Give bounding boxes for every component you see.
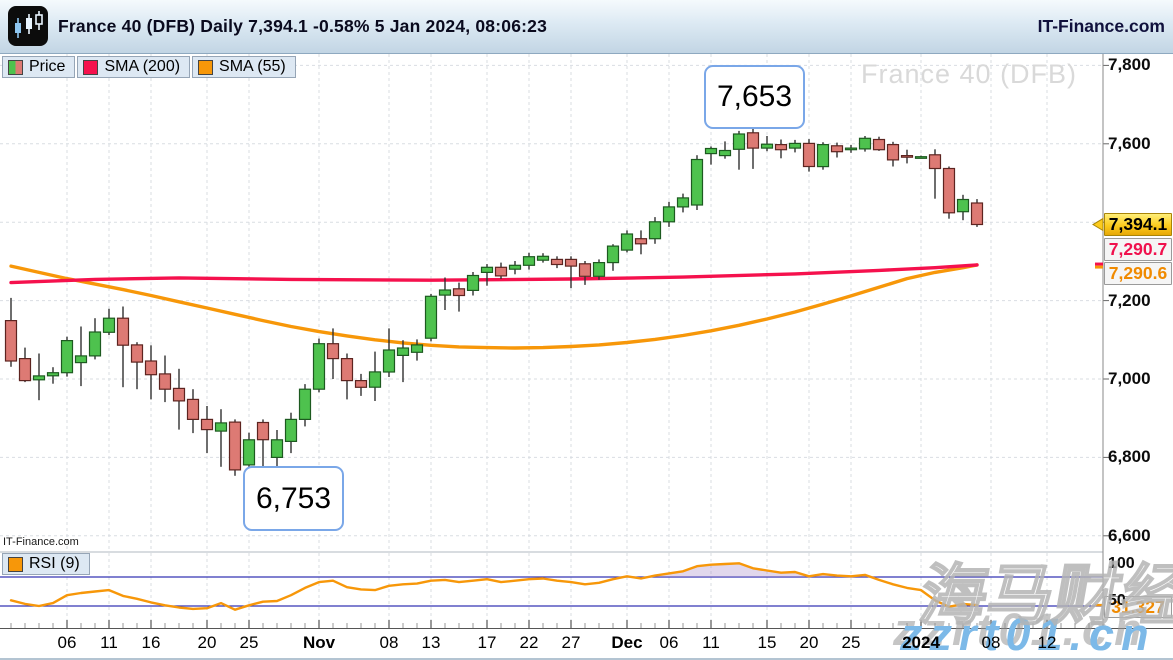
sma200-value-badge: 7,290.7: [1104, 238, 1172, 261]
legend-sma55-label: SMA (55): [219, 58, 286, 75]
legend-price-label: Price: [29, 58, 66, 75]
x-axis-label: 06: [57, 633, 77, 652]
x-axis-label: 22: [519, 633, 539, 652]
x-axis-label: 27: [561, 633, 581, 652]
legend-chip-sma200[interactable]: SMA (200): [77, 56, 191, 78]
brand-link[interactable]: IT-Finance.com: [1037, 16, 1165, 36]
x-axis-label: 17: [477, 633, 497, 652]
last-price-badge: 7,394.1: [1104, 213, 1172, 236]
x-axis-label: Dec: [611, 633, 643, 652]
sma200-series-icon: [83, 59, 99, 75]
price-axis-label: 7,600: [1108, 134, 1151, 153]
legend-sma200-label: SMA (200): [104, 58, 181, 75]
x-axis-label: 25: [239, 633, 259, 652]
price-axis-label: 7,000: [1108, 369, 1151, 388]
candlestick-logo-icon[interactable]: [8, 6, 48, 46]
price-axis-label: 7,800: [1108, 55, 1151, 74]
x-axis-label: Nov: [302, 633, 336, 652]
sma55-series-icon: [198, 59, 214, 75]
x-axis-label: 12: [1037, 633, 1057, 652]
rsi-axis-label: 50: [1108, 592, 1126, 609]
x-axis-label: 16: [141, 633, 161, 652]
legend-chip-sma55[interactable]: SMA (55): [192, 56, 296, 78]
sma55-value-badge: 7,290.6: [1104, 262, 1172, 285]
main-legend: Price SMA (200) SMA (55): [2, 56, 296, 78]
x-axis-label: 11: [100, 633, 118, 652]
x-axis-label: 08: [981, 633, 1001, 652]
x-axis-label: 06: [659, 633, 679, 652]
rsi-legend: RSI (9): [2, 553, 90, 575]
x-axis-label: 11: [702, 633, 720, 652]
x-axis-label: 20: [799, 633, 819, 652]
legend-chip-price[interactable]: Price: [2, 56, 76, 78]
price-axis-label: 6,800: [1108, 447, 1151, 466]
price-axis-label: 6,600: [1108, 526, 1151, 545]
x-axis-label: 20: [197, 633, 217, 652]
x-axis-label: 15: [757, 633, 777, 652]
rsi-series-icon: [8, 556, 23, 572]
chart-watermark: France 40 (DFB): [861, 59, 1078, 89]
top-bar: France 40 (DFB) Daily 7,394.1 -0.58% 5 J…: [0, 0, 1173, 54]
price-axis-label: 7,200: [1108, 291, 1151, 310]
rsi-axis-label: 100: [1108, 555, 1135, 572]
annotation-low: 6,753: [243, 466, 344, 531]
legend-rsi-label: RSI (9): [29, 555, 80, 572]
cn-watermark: 海马财经: [914, 557, 1173, 633]
chart-title: France 40 (DFB) Daily 7,394.1 -0.58% 5 J…: [58, 16, 548, 36]
annotation-high: 7,653: [704, 65, 805, 129]
x-axis-label: 13: [421, 633, 441, 652]
x-axis-label: 25: [841, 633, 861, 652]
x-axis-label: 08: [379, 633, 399, 652]
itfinance-small-watermark: IT-Finance.com: [3, 536, 79, 548]
price-series-icon: [8, 59, 23, 75]
legend-chip-rsi[interactable]: RSI (9): [2, 553, 90, 575]
x-axis-label: 2024: [902, 633, 940, 652]
rsi-value-badge: 31.327: [1104, 596, 1172, 618]
